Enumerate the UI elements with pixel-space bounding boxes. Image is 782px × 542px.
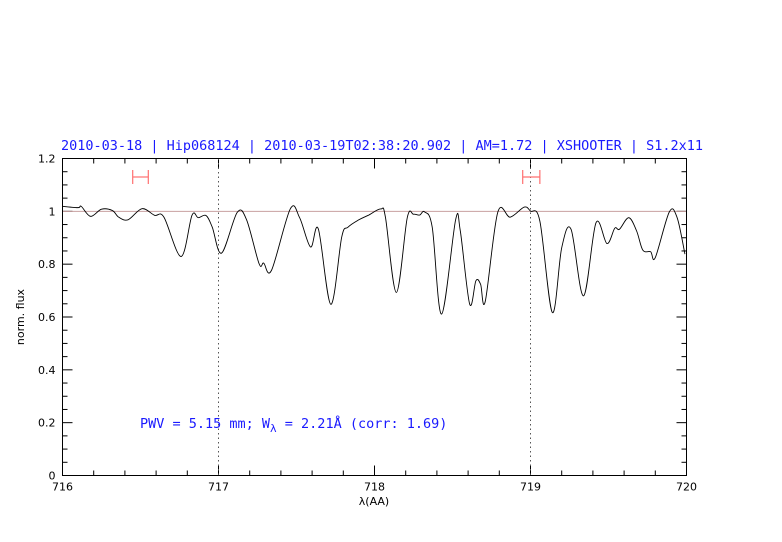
y-tick-label: 0.6	[38, 311, 56, 324]
x-tick-label: 716	[52, 481, 73, 494]
y-axis-label: norm. flux	[14, 288, 27, 345]
continuum-range-bar	[522, 169, 541, 184]
x-axis-label: λ(AA)	[359, 495, 389, 508]
x-tick-label: 718	[364, 481, 385, 494]
y-tick-label: 0.2	[38, 417, 56, 430]
y-tick-label: 0	[49, 470, 56, 483]
pwv-annotation-main: PWV = 5.15 mm; W	[140, 416, 271, 432]
chart-title: 2010-03-18 | Hip068124 | 2010-03-19T02:3…	[61, 138, 703, 154]
x-tick-label: 719	[520, 481, 541, 494]
y-tick-label: 0.4	[38, 364, 56, 377]
continuum-range-bar	[132, 169, 149, 184]
x-tick-label: 720	[676, 481, 697, 494]
axis-ticks: 716 717 718 719 720 0 0.2 0.4 0.6 0.8 1 1.2	[38, 153, 697, 494]
y-tick-label: 1.2	[38, 153, 56, 166]
pwv-annotation: PWV = 5.15 mm; Wλ = 2.21Å (corr: 1.69)	[140, 415, 447, 435]
y-tick-label: 1	[49, 205, 56, 218]
x-tick-label: 717	[208, 481, 229, 494]
spectrum-line	[62, 205, 686, 315]
pwv-annotation-subscript: λ	[270, 422, 277, 435]
pwv-annotation-rest: = 2.21Å (corr: 1.69)	[277, 415, 448, 432]
chart-marks	[62, 158, 687, 476]
y-tick-label: 0.8	[38, 258, 56, 271]
plot-frame	[62, 158, 687, 476]
